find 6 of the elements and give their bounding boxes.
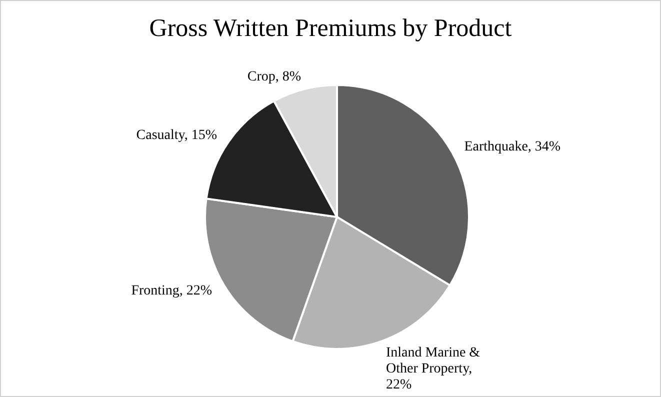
chart-title: Gross Written Premiums by Product — [148, 15, 513, 43]
slice-label: Earthquake, 34% — [464, 139, 561, 154]
slice-label: Inland Marine & Other Property, 22% — [386, 346, 480, 393]
slice-label: Crop, 8% — [247, 69, 302, 84]
slice-label: Fronting, 22% — [131, 284, 212, 299]
slice-label: Casualty, 15% — [136, 128, 218, 143]
